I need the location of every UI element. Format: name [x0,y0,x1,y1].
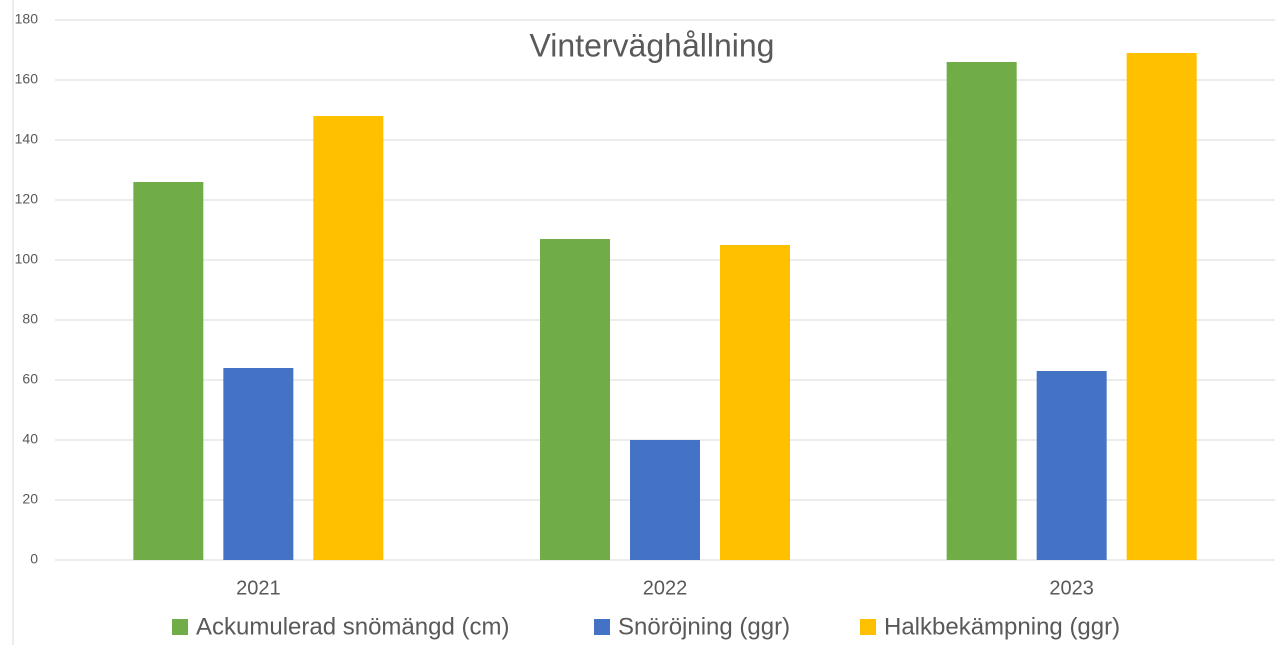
y-tick-label: 20 [22,491,38,507]
y-tick-label: 40 [22,431,38,447]
bar [1126,53,1197,560]
y-tick-label: 0 [30,551,38,567]
x-tick-label: 2022 [643,577,688,599]
y-tick-label: 180 [15,11,39,27]
bar [223,368,294,560]
bar [313,116,384,560]
y-tick-label: 60 [22,371,38,387]
chart-title: Vinterväghållning [530,27,775,63]
bar [133,182,204,560]
legend-swatch [594,619,610,635]
bar [720,245,790,560]
bar [540,239,610,560]
legend-label: Snöröjning (ggr) [618,613,790,640]
legend-label: Ackumulerad snömängd (cm) [196,613,509,640]
x-tick-label: 2021 [236,577,281,599]
y-tick-label: 120 [15,191,39,207]
y-tick-label: 100 [15,251,39,267]
y-tick-label: 140 [15,131,39,147]
y-tick-label: 160 [15,71,39,87]
legend-swatch [172,619,188,635]
legend-label: Halkbekämpning (ggr) [884,613,1120,640]
legend-swatch [860,619,876,635]
bar [630,440,700,560]
y-tick-label: 80 [22,311,38,327]
x-tick-label: 2023 [1049,577,1094,599]
bar [1036,371,1107,560]
bar [946,62,1017,560]
